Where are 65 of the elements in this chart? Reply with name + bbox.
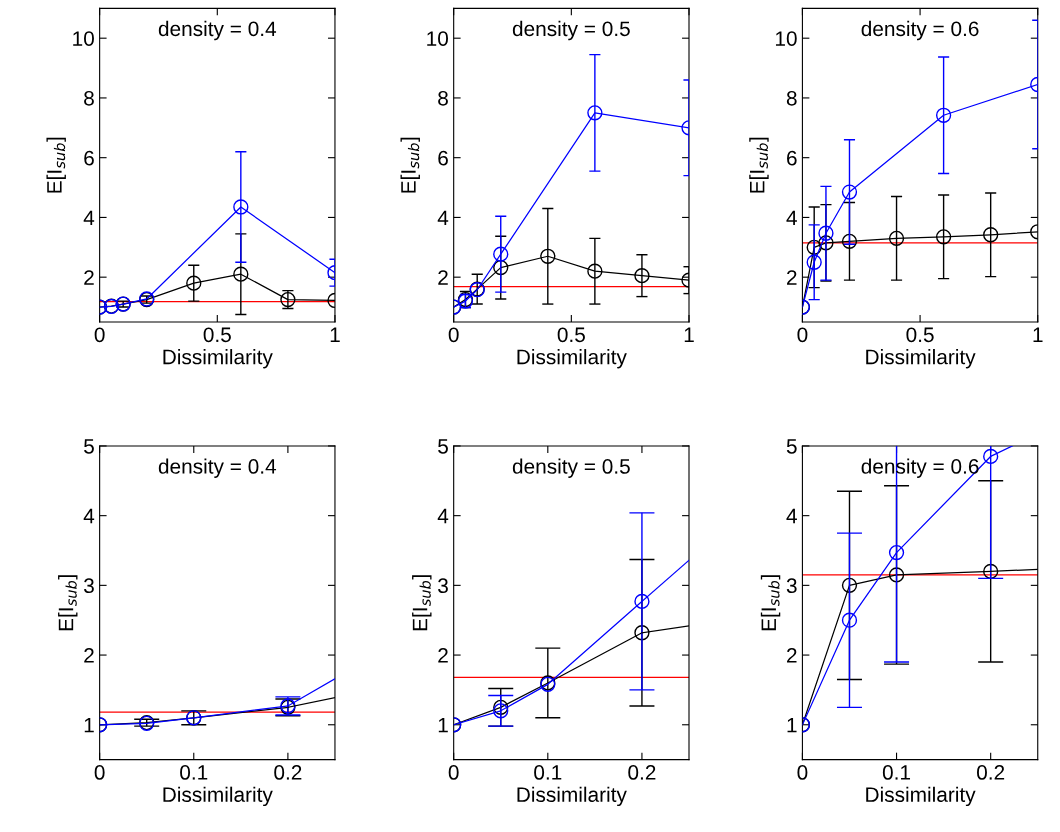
x-tick-label: 0.5 — [557, 327, 585, 343]
y-tick-label: 10 — [775, 31, 797, 46]
x-tick-label: 0 — [94, 327, 105, 343]
y-axis-title: E[I$_{sub}$] — [58, 575, 78, 631]
y-tick-label: 3 — [83, 578, 94, 594]
x-axis-title: Dissimilarity — [517, 786, 627, 807]
y-tick-label: 6 — [438, 150, 448, 166]
x-axis-title: Dissimilarity — [517, 349, 627, 369]
y-tick-label: 5 — [84, 439, 94, 454]
y-tick-label: 2 — [787, 270, 797, 285]
x-tick-label: 0.1 — [534, 765, 562, 780]
x-axis-title: Dissimilarity — [866, 349, 976, 369]
y-tick-label: 4 — [786, 210, 797, 225]
y-tick-label: 6 — [787, 150, 797, 166]
y-tick-label: 1 — [438, 717, 448, 733]
y-tick-label: 10 — [427, 31, 449, 46]
y-tick-label: 4 — [83, 508, 95, 524]
y-tick-label: 10 — [73, 31, 94, 46]
y-axis-title: E[I$_{sub}$] — [400, 137, 420, 193]
x-axis-title: Dissimilarity — [163, 786, 273, 807]
x-tick-label: 0.5 — [203, 327, 231, 343]
x-tick-label: 1 — [330, 327, 340, 342]
y-tick-label: 5 — [786, 439, 797, 454]
y-tick-label: 5 — [438, 439, 448, 454]
x-axis-title: Dissimilarity — [163, 349, 273, 369]
y-tick-label: 4 — [83, 210, 95, 225]
x-tick-label: 0.2 — [628, 765, 656, 780]
text: density = 0.4 — [158, 458, 277, 478]
x-tick-label: 0.1 — [882, 765, 911, 780]
text: density = 0.4 — [158, 20, 277, 41]
x-tick-label: 1 — [1033, 327, 1043, 342]
x-tick-label: 0 — [448, 327, 459, 343]
x-tick-label: 0 — [797, 765, 808, 780]
y-tick-label: 4 — [437, 210, 449, 225]
y-tick-label: 6 — [84, 150, 94, 166]
y-tick-label: 8 — [786, 90, 797, 106]
x-tick-label: 0 — [448, 765, 459, 780]
y-axis-title: E[I$_{sub}$] — [749, 137, 769, 193]
y-tick-label: 2 — [84, 648, 94, 663]
x-tick-label: 0.2 — [977, 765, 1005, 780]
x-axis-title: Dissimilarity — [866, 786, 976, 807]
text: density = 0.5 — [512, 458, 630, 478]
text: density = 0.5 — [512, 20, 630, 41]
y-axis-title: E[I$_{sub}$] — [46, 137, 66, 193]
y-tick-label: 2 — [787, 648, 797, 663]
x-tick-label: 0 — [797, 327, 808, 343]
y-tick-label: 1 — [787, 717, 797, 733]
x-tick-label: 1 — [684, 327, 694, 342]
y-tick-label: 4 — [786, 508, 797, 524]
y-tick-label: 1 — [84, 717, 94, 733]
y-axis-title: E[I$_{sub}$] — [760, 575, 781, 631]
x-tick-label: 0.5 — [906, 327, 934, 343]
y-tick-label: 4 — [437, 508, 449, 524]
y-tick-label: 3 — [438, 578, 448, 594]
text: density = 0.6 — [861, 20, 979, 41]
y-tick-label: 2 — [84, 270, 94, 285]
x-tick-label: 0 — [94, 765, 105, 780]
y-tick-label: 8 — [84, 90, 94, 106]
y-tick-label: 2 — [438, 270, 448, 285]
y-tick-label: 2 — [438, 648, 448, 663]
x-tick-label: 0.2 — [274, 765, 302, 780]
x-tick-label: 0.1 — [180, 765, 208, 780]
y-tick-label: 3 — [786, 578, 797, 594]
y-tick-label: 8 — [438, 90, 448, 106]
y-axis-title: E[I$_{sub}$] — [412, 575, 432, 631]
